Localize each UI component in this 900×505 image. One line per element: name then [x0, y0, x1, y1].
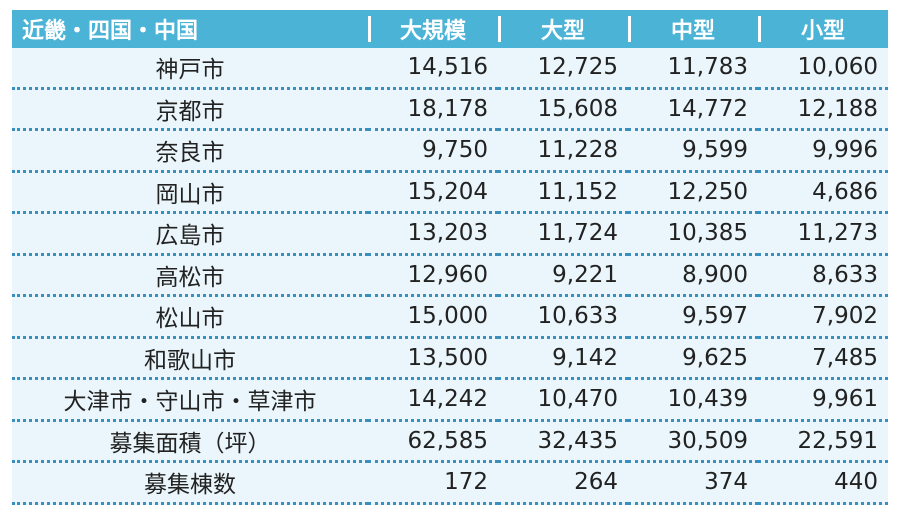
cell-large-scale: 13,203 [368, 214, 498, 256]
cell-large-scale: 15,000 [368, 297, 498, 339]
cell-large: 9,142 [498, 338, 628, 380]
cell-large-scale: 9,750 [368, 131, 498, 173]
row-label: 募集棟数 [12, 463, 368, 505]
cell-small: 7,485 [758, 338, 888, 380]
row-label: 神戸市 [12, 48, 368, 90]
cell-large-scale: 14,516 [368, 48, 498, 90]
cell-small: 440 [758, 463, 888, 505]
cell-large-scale: 13,500 [368, 338, 498, 380]
cell-large-scale: 15,204 [368, 172, 498, 214]
table-row: 京都市 18,178 15,608 14,772 12,188 [12, 89, 888, 131]
cell-medium: 30,509 [628, 421, 758, 463]
table-row: 岡山市 15,204 11,152 12,250 4,686 [12, 172, 888, 214]
row-label: 岡山市 [12, 172, 368, 214]
cell-medium: 9,599 [628, 131, 758, 173]
table-row: 和歌山市 13,500 9,142 9,625 7,485 [12, 338, 888, 380]
cell-small: 9,996 [758, 131, 888, 173]
cell-small: 22,591 [758, 421, 888, 463]
header-medium: 中型 [628, 10, 758, 48]
data-table-container: 近畿・四国・中国 大規模 大型 中型 小型 神戸市 14,516 12,725 … [12, 10, 888, 505]
office-area-table: 近畿・四国・中国 大規模 大型 中型 小型 神戸市 14,516 12,725 … [12, 10, 888, 505]
cell-large: 11,152 [498, 172, 628, 214]
header-large-scale: 大規模 [368, 10, 498, 48]
row-label: 松山市 [12, 297, 368, 339]
cell-large-scale: 62,585 [368, 421, 498, 463]
table-row: 奈良市 9,750 11,228 9,599 9,996 [12, 131, 888, 173]
row-label: 和歌山市 [12, 338, 368, 380]
cell-large: 11,228 [498, 131, 628, 173]
cell-medium: 12,250 [628, 172, 758, 214]
table-row: 松山市 15,000 10,633 9,597 7,902 [12, 297, 888, 339]
cell-small: 10,060 [758, 48, 888, 90]
cell-small: 11,273 [758, 214, 888, 256]
cell-medium: 9,625 [628, 338, 758, 380]
table-row: 高松市 12,960 9,221 8,900 8,633 [12, 255, 888, 297]
row-label: 高松市 [12, 255, 368, 297]
cell-large: 11,724 [498, 214, 628, 256]
cell-large: 15,608 [498, 89, 628, 131]
cell-small: 4,686 [758, 172, 888, 214]
cell-large: 10,633 [498, 297, 628, 339]
cell-medium: 11,783 [628, 48, 758, 90]
cell-large: 9,221 [498, 255, 628, 297]
table-body: 神戸市 14,516 12,725 11,783 10,060 京都市 18,1… [12, 48, 888, 505]
table-row: 神戸市 14,516 12,725 11,783 10,060 [12, 48, 888, 90]
cell-large-scale: 18,178 [368, 89, 498, 131]
row-label: 奈良市 [12, 131, 368, 173]
table-row: 広島市 13,203 11,724 10,385 11,273 [12, 214, 888, 256]
cell-large: 10,470 [498, 380, 628, 422]
cell-large-scale: 12,960 [368, 255, 498, 297]
header-small: 小型 [758, 10, 888, 48]
cell-small: 7,902 [758, 297, 888, 339]
table-row: 大津市・守山市・草津市 14,242 10,470 10,439 9,961 [12, 380, 888, 422]
cell-medium: 8,900 [628, 255, 758, 297]
row-label: 大津市・守山市・草津市 [12, 380, 368, 422]
table-row-building-count: 募集棟数 172 264 374 440 [12, 463, 888, 505]
header-large: 大型 [498, 10, 628, 48]
cell-small: 8,633 [758, 255, 888, 297]
header-row: 近畿・四国・中国 大規模 大型 中型 小型 [12, 10, 888, 48]
cell-large-scale: 172 [368, 463, 498, 505]
cell-large: 32,435 [498, 421, 628, 463]
cell-medium: 374 [628, 463, 758, 505]
cell-medium: 10,439 [628, 380, 758, 422]
cell-large: 264 [498, 463, 628, 505]
row-label: 京都市 [12, 89, 368, 131]
header-region: 近畿・四国・中国 [12, 10, 368, 48]
cell-large: 12,725 [498, 48, 628, 90]
cell-medium: 10,385 [628, 214, 758, 256]
cell-large-scale: 14,242 [368, 380, 498, 422]
row-label: 募集面積（坪） [12, 421, 368, 463]
cell-small: 9,961 [758, 380, 888, 422]
cell-medium: 9,597 [628, 297, 758, 339]
cell-medium: 14,772 [628, 89, 758, 131]
cell-small: 12,188 [758, 89, 888, 131]
row-label: 広島市 [12, 214, 368, 256]
table-row-total-area: 募集面積（坪） 62,585 32,435 30,509 22,591 [12, 421, 888, 463]
table-header: 近畿・四国・中国 大規模 大型 中型 小型 [12, 10, 888, 48]
